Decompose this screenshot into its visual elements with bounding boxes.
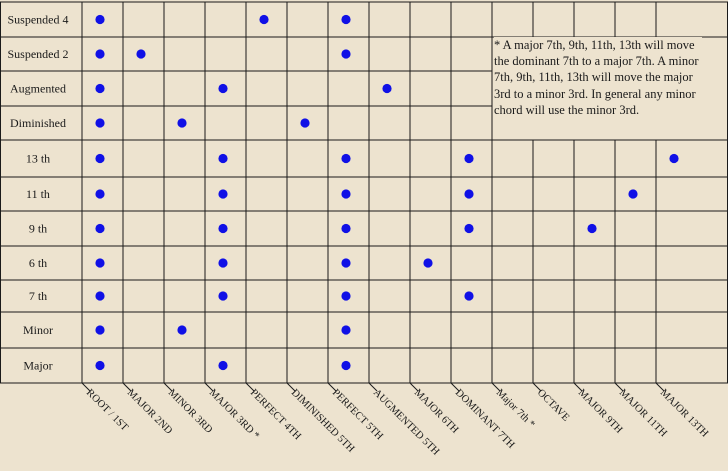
dot-suspended4-0 <box>95 14 105 25</box>
row-label: 6 th <box>29 256 47 270</box>
row-label: 11 th <box>26 187 50 201</box>
dot-major-0 <box>95 360 105 371</box>
label-tick <box>450 382 460 392</box>
row-label: Suspended 2 <box>8 47 69 61</box>
dot-11th-9 <box>464 189 474 199</box>
dot-suspended2-1 <box>136 49 146 59</box>
dot-13th-0 <box>95 153 105 164</box>
label-tick <box>163 382 173 392</box>
dot-13th-3 <box>218 153 228 164</box>
dot-7th-6 <box>341 291 351 301</box>
label-tick <box>491 382 501 392</box>
dot-13th-6 <box>341 153 351 164</box>
dot-diminished-2 <box>177 118 187 128</box>
label-tick <box>532 382 542 392</box>
dot-6th-3 <box>218 258 228 268</box>
dot-11th-13 <box>628 189 638 199</box>
dot-suspended2-6 <box>341 49 351 59</box>
dot-suspended4-6 <box>341 14 351 25</box>
chord-note: * A major 7th, 9th, 11th, 13th will move… <box>494 37 702 119</box>
dot-minor-2 <box>177 325 187 335</box>
dot-suspended2-0 <box>95 49 105 59</box>
row-label: 13 th <box>26 152 50 166</box>
dot-9th-0 <box>95 223 105 234</box>
label-tick <box>573 382 583 392</box>
label-tick <box>81 382 91 392</box>
dot-11th-0 <box>95 189 105 199</box>
dot-9th-6 <box>341 223 351 234</box>
row-label: Minor <box>23 323 53 337</box>
row-label: Suspended 4 <box>8 13 69 27</box>
dot-13th-14 <box>669 153 679 164</box>
dot-11th-3 <box>218 189 228 199</box>
dot-diminished-5 <box>300 118 310 128</box>
dot-13th-9 <box>464 153 474 164</box>
label-tick <box>327 382 337 392</box>
label-tick <box>122 382 132 392</box>
dot-9th-9 <box>464 223 474 234</box>
dot-6th-6 <box>341 258 351 268</box>
row-label: Diminished <box>10 116 66 130</box>
dot-6th-0 <box>95 258 105 268</box>
dot-6th-8 <box>423 258 433 268</box>
dot-augmented-0 <box>95 83 105 94</box>
dot-7th-9 <box>464 291 474 301</box>
dot-augmented-7 <box>382 83 392 94</box>
dot-7th-3 <box>218 291 228 301</box>
row-label: Augmented <box>10 82 66 96</box>
label-tick <box>368 382 378 392</box>
label-tick <box>204 382 214 392</box>
row-label: Major <box>23 359 52 373</box>
column-label: Major 7th * <box>494 387 537 430</box>
column-label: OCTAVE <box>535 387 571 423</box>
dot-major-6 <box>341 360 351 371</box>
dot-suspended4-4 <box>259 14 269 25</box>
dot-major-3 <box>218 360 228 371</box>
dot-9th-3 <box>218 223 228 234</box>
label-tick <box>655 382 665 392</box>
label-tick <box>286 382 296 392</box>
dot-minor-6 <box>341 325 351 335</box>
dot-augmented-3 <box>218 83 228 94</box>
dot-minor-0 <box>95 325 105 335</box>
dot-11th-6 <box>341 189 351 199</box>
dot-7th-0 <box>95 291 105 301</box>
label-tick <box>614 382 624 392</box>
row-label: 9 th <box>29 222 47 236</box>
row-label: 7 th <box>29 289 47 303</box>
dot-diminished-0 <box>95 118 105 128</box>
dot-9th-12 <box>587 223 597 234</box>
label-tick <box>245 382 255 392</box>
column-label: ROOT / 1ST <box>84 387 130 433</box>
label-tick <box>409 382 419 392</box>
